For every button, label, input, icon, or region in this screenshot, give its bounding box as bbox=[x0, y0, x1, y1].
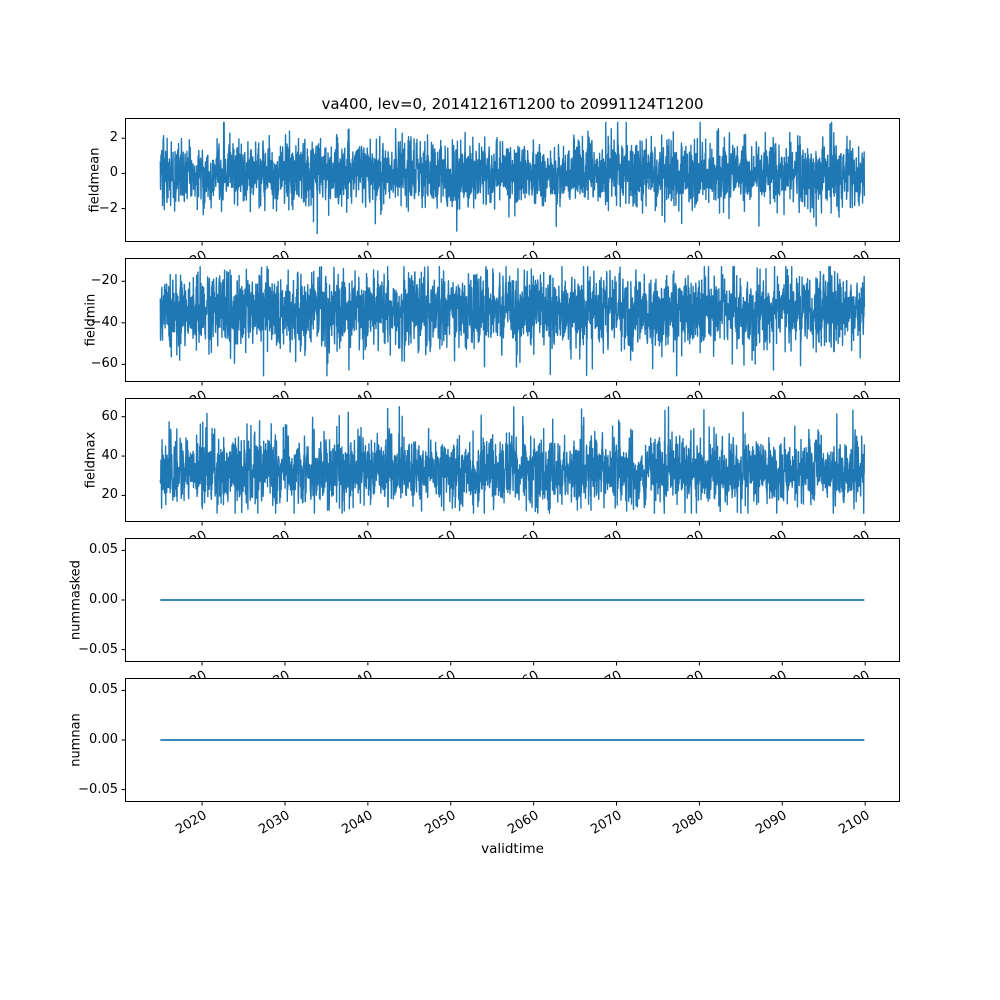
x-tick-label: 2100 bbox=[836, 808, 873, 838]
y-tick-label: −0.05 bbox=[78, 641, 118, 657]
x-tick-label: 2090 bbox=[753, 808, 790, 838]
y-tick-label: −60 bbox=[90, 356, 118, 372]
series-line bbox=[159, 121, 866, 235]
x-tick-label: 2050 bbox=[422, 808, 459, 838]
subplot-nummasked: nummasked −0.050.000.05 2020203020402050… bbox=[0, 538, 1000, 698]
y-tick-label: −20 bbox=[90, 273, 118, 289]
x-axis-label: validtime bbox=[481, 841, 544, 857]
y-tick-label: 2 bbox=[109, 130, 118, 146]
axes-frame bbox=[125, 398, 900, 522]
plot-area-nummasked bbox=[121, 538, 900, 666]
x-tick-label: 2060 bbox=[504, 808, 542, 838]
x-tick-label: 2040 bbox=[339, 808, 376, 838]
x-tick-label: 2030 bbox=[256, 808, 293, 838]
axes-frame bbox=[125, 678, 900, 802]
x-tick-label: 2020 bbox=[173, 808, 210, 838]
axes-frame bbox=[125, 258, 900, 382]
y-tick-label: 0 bbox=[109, 165, 118, 181]
y-tick-label: 0.05 bbox=[89, 682, 118, 698]
plot-area-fieldmax bbox=[121, 398, 900, 526]
plot-area-fieldmean bbox=[121, 118, 900, 246]
plot-area-fieldmin bbox=[121, 258, 900, 386]
chart-title: va400, lev=0, 20141216T1200 to 20991124T… bbox=[321, 95, 704, 113]
y-tick-label: 0.00 bbox=[89, 592, 118, 607]
series-line bbox=[159, 266, 866, 377]
y-tick-label: 0.05 bbox=[89, 542, 118, 558]
y-tick-label: 40 bbox=[101, 448, 118, 464]
subplot-numnan: numnan −0.05 0.00 0.05 2020 2030 2040 2050 206… bbox=[0, 678, 1000, 838]
subplot-fieldmean: fieldmean −202 2020203020402050206020702… bbox=[0, 118, 1000, 278]
y-tick-label: −40 bbox=[90, 314, 118, 330]
axes-frame bbox=[125, 538, 900, 662]
y-tick-label: −2 bbox=[98, 200, 118, 216]
series-line bbox=[159, 406, 866, 514]
y-tick-label: 0.00 bbox=[89, 732, 118, 747]
y-tick-label: 60 bbox=[101, 408, 118, 424]
subplot-fieldmin: fieldmin −60−40−20 202020302040205020602… bbox=[0, 258, 1000, 418]
axes-frame bbox=[125, 118, 900, 242]
y-tick-label: 20 bbox=[101, 487, 118, 503]
x-tick-label: 2070 bbox=[587, 808, 625, 838]
plot-area-numnan bbox=[121, 678, 900, 806]
y-tick-label: −0.05 bbox=[78, 781, 118, 797]
x-tick-label: 2080 bbox=[670, 808, 707, 838]
